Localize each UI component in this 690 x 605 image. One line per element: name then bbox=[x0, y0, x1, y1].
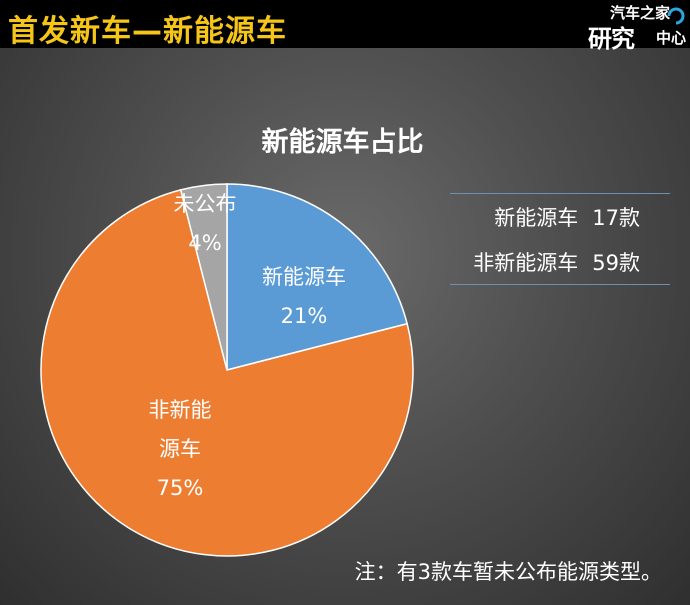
slice-label-new-energy-name: 新能源车 bbox=[262, 265, 346, 289]
chart-title: 新能源车占比 bbox=[261, 127, 424, 158]
slice-label-new-energy: 新能源车 21% bbox=[244, 258, 364, 336]
logo-sub-text: 中心 bbox=[655, 29, 686, 47]
pie-slice-non-new-energy bbox=[40, 188, 414, 557]
footnote: 注：有3款车暂未公布能源类型。 bbox=[354, 560, 662, 584]
slice-label-non-new-energy-line2: 源车 bbox=[159, 436, 201, 461]
legend-count-non-new-energy: 59款 bbox=[592, 251, 640, 275]
slice-label-unpublished-percent: 4% bbox=[188, 230, 222, 255]
slice-label-non-new-energy-line1: 非新能 bbox=[148, 398, 212, 422]
logo-swirl-icon bbox=[667, 7, 685, 25]
slice-label-unpublished: 未公布 4% bbox=[150, 185, 260, 263]
legend-top-line bbox=[450, 193, 670, 194]
slice-label-non-new-energy: 非新能 源车 75% bbox=[120, 391, 240, 508]
logo-main-text: 研究 bbox=[588, 25, 635, 53]
legend-row-non-new-energy: 非新能源车 59款 bbox=[473, 247, 640, 277]
legend-count-new-energy: 17款 bbox=[592, 206, 640, 230]
logo-top-text: 汽车之家 bbox=[609, 4, 670, 22]
pie-slice-new-energy bbox=[226, 183, 409, 371]
slice-label-new-energy-percent: 21% bbox=[280, 303, 328, 328]
legend-label-non-new-energy: 非新能源车 bbox=[473, 251, 579, 275]
legend-bottom-line bbox=[450, 284, 670, 285]
legend-label-new-energy: 新能源车 bbox=[494, 206, 579, 230]
header-bar: 首发新车—新能源车 汽车之家 研究 中心 bbox=[0, 0, 690, 53]
legend-row-new-energy: 新能源车 17款 bbox=[494, 202, 640, 232]
slice-label-unpublished-name: 未公布 bbox=[173, 192, 237, 216]
slice-label-non-new-energy-percent: 75% bbox=[156, 475, 204, 500]
autohome-research-logo: 汽车之家 研究 中心 bbox=[584, 2, 686, 53]
pie-slice-unpublished bbox=[179, 183, 228, 371]
page-title: 首发新车—新能源车 bbox=[8, 14, 287, 49]
